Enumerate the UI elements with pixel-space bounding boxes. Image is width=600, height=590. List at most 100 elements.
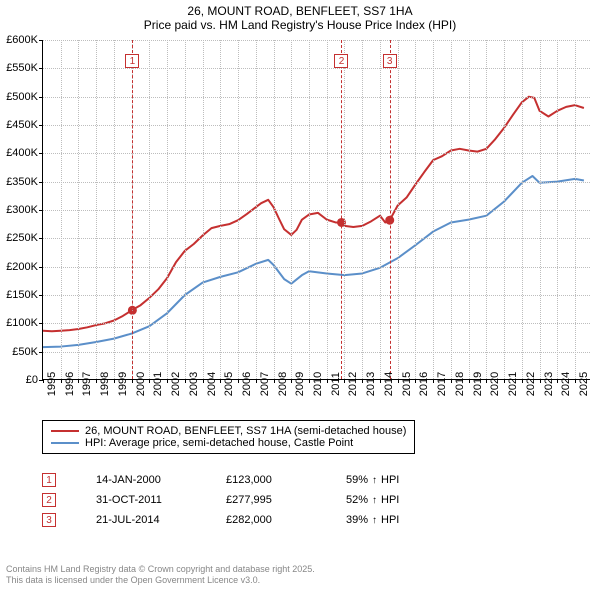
- x-tick-mark: [575, 379, 576, 383]
- x-tick-mark: [504, 379, 505, 383]
- legend-swatch-2: [51, 442, 79, 444]
- event-hpi-label: HPI: [381, 494, 399, 506]
- x-tick-label: 2021: [507, 372, 519, 396]
- event-date: 31-OCT-2011: [96, 494, 226, 506]
- x-tick-label: 1998: [99, 372, 111, 396]
- x-tick-label: 1999: [117, 372, 129, 396]
- event-line: [390, 40, 391, 379]
- event-row: 321-JUL-2014£282,00039%↑HPI: [42, 510, 399, 530]
- y-tick-mark: [39, 295, 43, 296]
- y-tick-mark: [39, 267, 43, 268]
- event-row: 114-JAN-2000£123,00059%↑HPI: [42, 470, 399, 490]
- x-tick-mark: [344, 379, 345, 383]
- y-tick-mark: [39, 153, 43, 154]
- x-tick-label: 2016: [418, 372, 430, 396]
- gridline-v: [486, 40, 487, 379]
- y-tick-label: £100K: [0, 317, 38, 329]
- gridline-v: [398, 40, 399, 379]
- gridline-h: [43, 323, 590, 324]
- gridline-h: [43, 267, 590, 268]
- footer-attribution: Contains HM Land Registry data © Crown c…: [6, 564, 315, 587]
- event-number: 2: [42, 493, 56, 507]
- title-line-2: Price paid vs. HM Land Registry's House …: [0, 18, 600, 32]
- gridline-v: [575, 40, 576, 379]
- gridline-v: [61, 40, 62, 379]
- x-tick-label: 2023: [543, 372, 555, 396]
- gridline-v: [78, 40, 79, 379]
- x-tick-mark: [167, 379, 168, 383]
- event-table: 114-JAN-2000£123,00059%↑HPI 2 31-OCT-2011£…: [42, 470, 399, 530]
- legend-box: 26, MOUNT ROAD, BENFLEET, SS7 1HA (semi-…: [42, 420, 415, 454]
- y-tick-label: £450K: [0, 119, 38, 131]
- gridline-v: [433, 40, 434, 379]
- x-tick-label: 2002: [170, 372, 182, 396]
- event-hpi-pct: 39%: [346, 514, 368, 526]
- x-tick-mark: [540, 379, 541, 383]
- y-tick-label: £0: [0, 374, 38, 386]
- x-tick-label: 2022: [525, 372, 537, 396]
- legend-item-1: 26, MOUNT ROAD, BENFLEET, SS7 1HA (semi-…: [51, 425, 406, 437]
- event-hpi-label: HPI: [381, 474, 399, 486]
- x-tick-label: 2013: [365, 372, 377, 396]
- x-tick-label: 2025: [578, 372, 590, 396]
- x-tick-mark: [149, 379, 150, 383]
- x-tick-mark: [256, 379, 257, 383]
- gridline-v: [362, 40, 363, 379]
- x-tick-label: 2014: [383, 372, 395, 396]
- event-line: [132, 40, 133, 379]
- x-tick-label: 2005: [223, 372, 235, 396]
- gridline-h: [43, 68, 590, 69]
- y-tick-label: £150K: [0, 289, 38, 301]
- gridline-v: [185, 40, 186, 379]
- legend-item-2: HPI: Average price, semi-detached house,…: [51, 437, 406, 449]
- event-hpi-label: HPI: [381, 514, 399, 526]
- x-tick-mark: [415, 379, 416, 383]
- event-marker-box: 3: [383, 54, 397, 68]
- x-tick-mark: [114, 379, 115, 383]
- y-tick-mark: [39, 323, 43, 324]
- y-tick-label: £300K: [0, 204, 38, 216]
- x-tick-label: 2010: [312, 372, 324, 396]
- x-tick-mark: [78, 379, 79, 383]
- x-tick-label: 2015: [401, 372, 413, 396]
- legend-label-2: HPI: Average price, semi-detached house,…: [85, 437, 353, 449]
- y-tick-label: £500K: [0, 91, 38, 103]
- x-tick-mark: [398, 379, 399, 383]
- x-tick-mark: [96, 379, 97, 383]
- gridline-v: [327, 40, 328, 379]
- x-tick-mark: [380, 379, 381, 383]
- gridline-v: [167, 40, 168, 379]
- y-tick-label: £50K: [0, 346, 38, 358]
- series-line: [43, 176, 584, 347]
- x-tick-label: 2020: [489, 372, 501, 396]
- y-tick-mark: [39, 97, 43, 98]
- x-tick-mark: [132, 379, 133, 383]
- y-tick-label: £600K: [0, 34, 38, 46]
- event-price: £282,000: [226, 514, 346, 526]
- event-hpi: 52% ↑ HPI: [346, 494, 399, 506]
- y-tick-mark: [39, 238, 43, 239]
- gridline-v: [557, 40, 558, 379]
- x-tick-mark: [291, 379, 292, 383]
- x-tick-mark: [185, 379, 186, 383]
- x-tick-mark: [309, 379, 310, 383]
- event-hpi-pct: 52%: [346, 494, 368, 506]
- title-line-1: 26, MOUNT ROAD, BENFLEET, SS7 1HA: [0, 4, 600, 18]
- y-tick-label: £200K: [0, 261, 38, 273]
- chart-plot-area: 123: [42, 40, 590, 380]
- arrow-up-icon: ↑: [372, 515, 377, 526]
- gridline-v: [96, 40, 97, 379]
- x-tick-mark: [274, 379, 275, 383]
- gridline-v: [238, 40, 239, 379]
- y-tick-label: £350K: [0, 176, 38, 188]
- gridline-h: [43, 210, 590, 211]
- gridline-v: [540, 40, 541, 379]
- gridline-h: [43, 40, 590, 41]
- x-tick-label: 2007: [259, 372, 271, 396]
- event-date: 21-JUL-2014: [96, 514, 226, 526]
- arrow-up-icon: ↑: [372, 495, 377, 506]
- x-tick-mark: [43, 379, 44, 383]
- x-tick-label: 2000: [135, 372, 147, 396]
- y-tick-mark: [39, 40, 43, 41]
- gridline-v: [256, 40, 257, 379]
